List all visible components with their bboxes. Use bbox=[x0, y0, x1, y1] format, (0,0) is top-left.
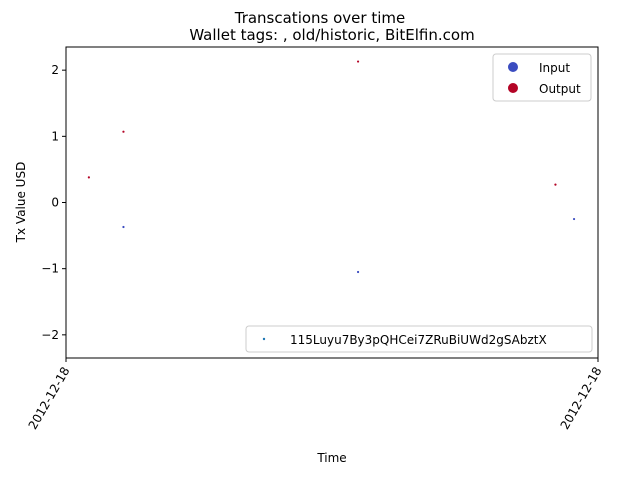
chart-subtitle: Wallet tags: , old/historic, BitElfin.co… bbox=[189, 26, 474, 44]
y-axis-ticks: −2 −1 0 1 2 bbox=[41, 63, 66, 342]
y-tick-label: 1 bbox=[51, 129, 59, 143]
legend-top-right: Input Output bbox=[492, 53, 592, 102]
data-point-output bbox=[554, 183, 557, 186]
legend-bottom-right: 115Luyu7By3pQHCei7ZRuBiUWd2gSAbztX bbox=[245, 325, 593, 353]
x-axis-label: Time bbox=[316, 451, 346, 465]
y-tick-label: −2 bbox=[41, 328, 59, 342]
chart-title: Transcations over time bbox=[234, 9, 406, 27]
legend-marker-output bbox=[508, 83, 518, 93]
legend-marker-input bbox=[508, 62, 518, 72]
legend-box-address bbox=[245, 325, 593, 353]
legend-label-address: 115Luyu7By3pQHCei7ZRuBiUWd2gSAbztX bbox=[290, 333, 547, 347]
data-point-output bbox=[87, 176, 90, 179]
legend-label-output: Output bbox=[539, 82, 581, 96]
data-point-output bbox=[122, 130, 125, 133]
data-point-output bbox=[356, 60, 360, 63]
x-tick-label: 2012-12-18 bbox=[26, 365, 73, 432]
y-tick-label: 0 bbox=[51, 196, 59, 210]
legend-marker-address bbox=[262, 337, 266, 341]
x-axis-ticks: 2012-12-18 2012-12-18 bbox=[26, 358, 605, 432]
legend-label-input: Input bbox=[539, 61, 570, 75]
y-tick-label: −1 bbox=[41, 262, 59, 276]
data-points bbox=[87, 60, 576, 274]
y-tick-label: 2 bbox=[51, 63, 59, 77]
data-point-input bbox=[122, 225, 125, 229]
data-point-input bbox=[572, 217, 576, 221]
x-tick-label: 2012-12-18 bbox=[558, 365, 605, 432]
data-point-input bbox=[356, 270, 360, 274]
y-axis-label: Tx Value USD bbox=[14, 162, 28, 244]
